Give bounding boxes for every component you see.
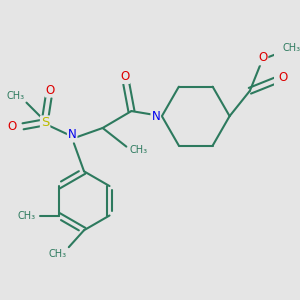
Text: O: O bbox=[258, 51, 267, 64]
Text: CH₃: CH₃ bbox=[129, 145, 147, 155]
Text: S: S bbox=[41, 116, 49, 129]
Text: CH₃: CH₃ bbox=[6, 91, 24, 101]
Text: O: O bbox=[46, 84, 55, 97]
Text: O: O bbox=[8, 120, 17, 133]
Text: CH₃: CH₃ bbox=[283, 44, 300, 53]
Text: N: N bbox=[68, 128, 76, 141]
Text: O: O bbox=[120, 70, 129, 83]
Text: O: O bbox=[278, 71, 287, 84]
Text: CH₃: CH₃ bbox=[49, 249, 67, 259]
Text: N: N bbox=[152, 110, 160, 123]
Text: CH₃: CH₃ bbox=[17, 211, 35, 220]
